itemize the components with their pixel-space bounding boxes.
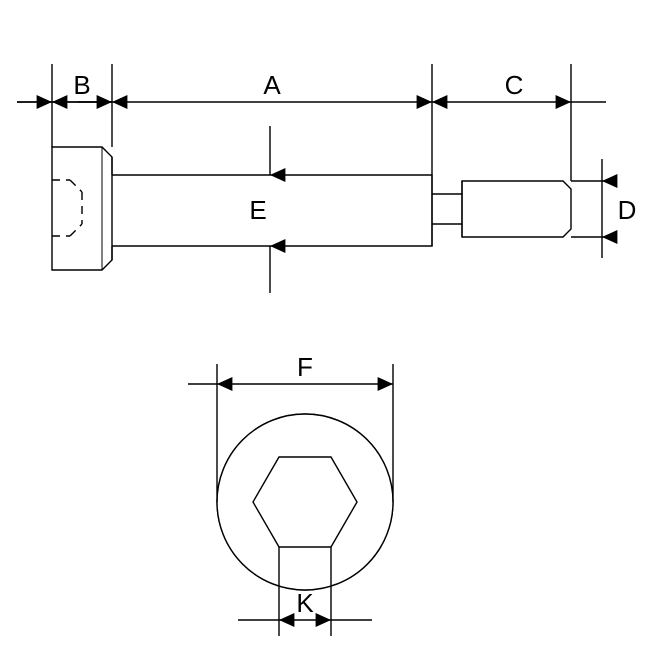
side-view (17, 64, 571, 181)
label-C: C (505, 70, 524, 100)
label-F: F (297, 352, 313, 382)
label-A: A (263, 70, 281, 100)
dim-D (571, 159, 614, 258)
label-K: K (296, 588, 314, 618)
label-B: B (73, 70, 90, 100)
label-E: E (249, 195, 266, 225)
label-D: D (618, 195, 637, 225)
screw-outline (40, 147, 585, 270)
shoulder-screw-diagram: B A C D E F K (0, 0, 670, 670)
